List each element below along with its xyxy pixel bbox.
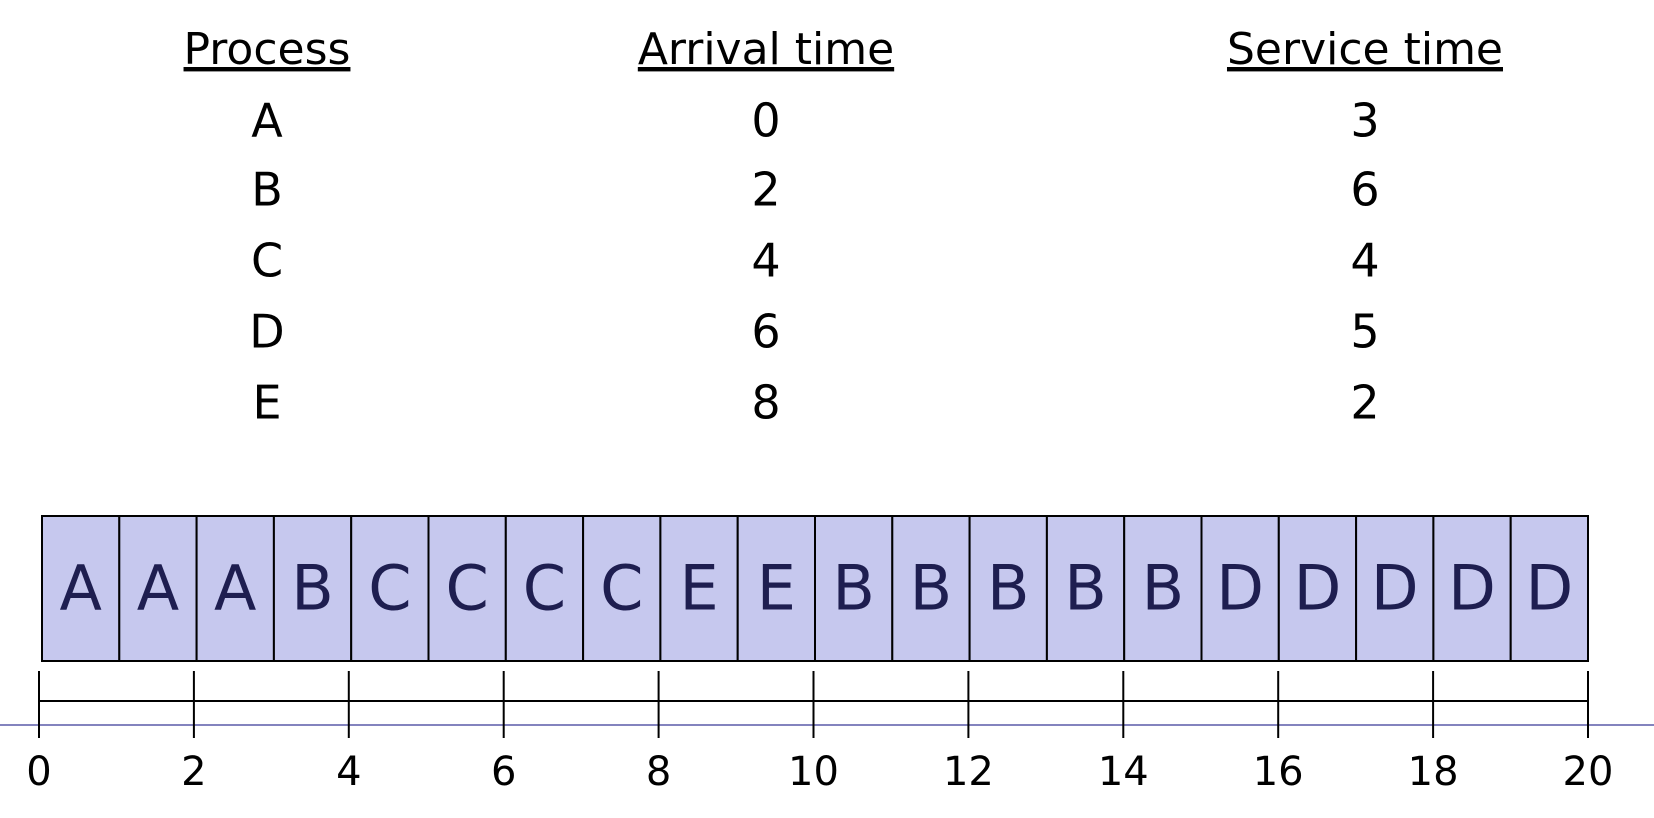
gantt-cell — [427, 515, 507, 662]
timeline-tick-label: 8 — [646, 749, 671, 795]
table-cell: 3 — [1350, 94, 1379, 148]
gantt-cell — [968, 515, 1048, 662]
table-cell: C — [251, 234, 283, 288]
gantt-label: C — [523, 552, 566, 625]
table-cell: A — [251, 94, 283, 148]
timeline-tick-label: 2 — [181, 749, 206, 795]
gantt-label: E — [679, 552, 718, 625]
gantt-label: C — [368, 552, 411, 625]
gantt-label: B — [832, 552, 875, 625]
timeline-tick-label: 4 — [336, 749, 361, 795]
gantt-label: A — [59, 552, 101, 625]
gantt-cell — [1432, 515, 1512, 662]
gantt-cell — [736, 515, 817, 662]
gantt-label: A — [214, 552, 256, 625]
gantt-cell — [659, 515, 739, 662]
gantt-label: C — [600, 552, 643, 625]
gantt-label: A — [137, 552, 179, 625]
gantt-label: D — [1216, 552, 1264, 625]
timeline-tick-label: 0 — [26, 749, 51, 795]
gantt-label: D — [1448, 552, 1496, 625]
gantt-cell — [1123, 515, 1203, 662]
gantt-label: B — [291, 552, 334, 625]
gantt-label: B — [910, 552, 953, 625]
column-header: Service time — [1227, 24, 1503, 75]
gantt-label: E — [757, 552, 796, 625]
gantt-cell — [1277, 515, 1358, 662]
table-cell: 4 — [1350, 234, 1379, 288]
table-cell: E — [252, 376, 281, 430]
gantt-cell — [814, 515, 894, 662]
gantt-label: B — [1142, 552, 1185, 625]
table-cell: 5 — [1350, 305, 1379, 359]
timeline-tick-label: 20 — [1563, 749, 1614, 795]
gantt-label: D — [1525, 552, 1573, 625]
table-cell: D — [249, 305, 284, 359]
timeline-tick-label: 14 — [1098, 749, 1149, 795]
gantt-label: B — [1064, 552, 1107, 625]
table-cell: 0 — [751, 94, 780, 148]
gantt-label: C — [446, 552, 489, 625]
gantt-label: D — [1371, 552, 1419, 625]
gantt-cell — [118, 515, 198, 662]
table-cell: 6 — [751, 305, 780, 359]
table-cell: 2 — [1350, 376, 1379, 430]
timeline-tick-label: 16 — [1253, 749, 1304, 795]
gantt-cell — [195, 515, 275, 662]
gantt-cell — [1045, 515, 1126, 662]
timeline-tick-label: 12 — [943, 749, 994, 795]
timeline-tick-label: 6 — [491, 749, 516, 795]
gantt-cell — [1200, 515, 1280, 662]
column-header: Process — [184, 24, 351, 75]
gantt-cell — [1509, 515, 1589, 662]
table-cell: B — [251, 163, 283, 217]
timeline-tick-label: 18 — [1408, 749, 1459, 795]
table-cell: 2 — [751, 163, 780, 217]
column-header: Arrival time — [638, 24, 894, 75]
table-cell: 8 — [751, 376, 780, 430]
timeline-tick-label: 10 — [788, 749, 839, 795]
table-cell: 6 — [1350, 163, 1379, 217]
table-cell: 4 — [751, 234, 780, 288]
gantt-label: D — [1294, 552, 1342, 625]
gantt-label: B — [987, 552, 1030, 625]
gantt-cell — [1355, 515, 1435, 662]
